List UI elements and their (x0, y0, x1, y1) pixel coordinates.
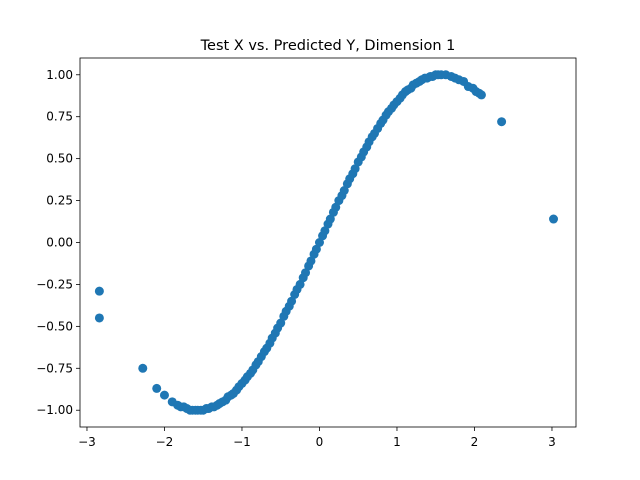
x-tick-label: 3 (548, 435, 556, 449)
x-tick-label: −1 (233, 435, 251, 449)
y-tick-label: 1.00 (46, 68, 73, 82)
x-tick-label: 1 (393, 435, 401, 449)
data-point (314, 238, 324, 247)
data-point (295, 279, 305, 289)
x-tick-label: 0 (316, 435, 324, 449)
x-axis: −3 −2 −1 0 1 2 3 (78, 427, 556, 449)
data-point (549, 214, 559, 224)
data-point (320, 226, 330, 236)
x-tick-label: 2 (471, 435, 479, 449)
data-point (138, 363, 148, 373)
y-axis: −1.00 −0.75 −0.50 −0.25 0.00 0.25 0.50 0.75 1.00 (36, 68, 80, 417)
y-tick-label: −0.50 (36, 319, 73, 333)
y-tick-label: −1.00 (36, 403, 73, 417)
y-tick-label: 0.50 (46, 152, 73, 166)
y-tick-label: 0.00 (46, 236, 73, 250)
data-point (159, 390, 169, 400)
x-tick-label: −3 (78, 435, 96, 449)
data-point (497, 117, 507, 127)
data-point (287, 296, 297, 306)
y-tick-label: −0.25 (36, 277, 73, 291)
plot-frame (79, 57, 577, 428)
data-point (306, 256, 316, 266)
data-point (350, 164, 360, 174)
data-point (276, 318, 286, 328)
data-points (94, 70, 559, 415)
data-point (152, 383, 162, 393)
data-point (301, 268, 311, 278)
data-point (325, 214, 335, 224)
data-point (94, 286, 104, 296)
data-point (339, 186, 349, 195)
x-tick-label: −2 (156, 435, 174, 449)
chart-title: Test X vs. Predicted Y, Dimension 1 (200, 38, 456, 54)
data-point (476, 90, 486, 100)
y-tick-label: 0.25 (46, 194, 73, 208)
data-point (311, 244, 321, 254)
data-point (331, 202, 341, 212)
y-tick-label: 0.75 (46, 110, 73, 124)
data-point (94, 313, 104, 323)
y-tick-label: −0.75 (36, 361, 73, 375)
